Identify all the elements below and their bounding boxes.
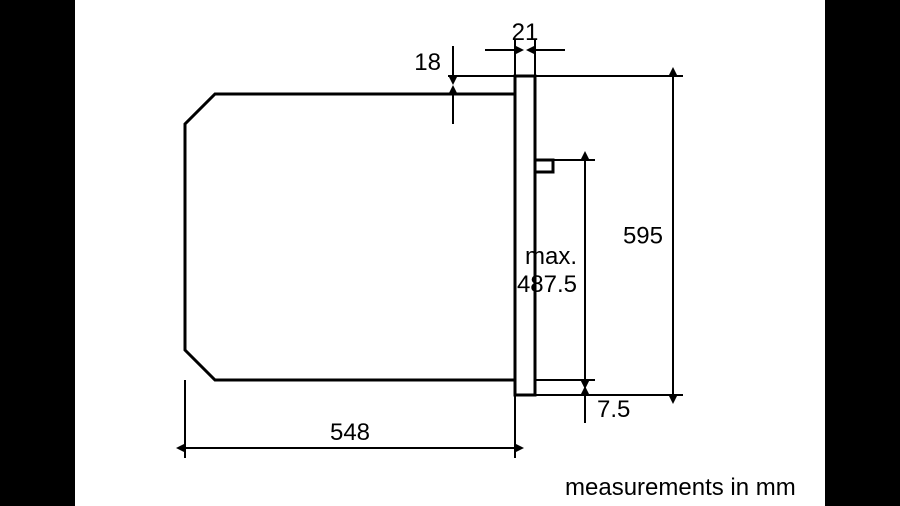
bracket-outline <box>535 160 553 172</box>
dim-text-7p5: 7.5 <box>597 396 630 423</box>
front-panel-outline <box>515 76 535 395</box>
dim-text-max-1: max. <box>525 243 577 270</box>
drawing-canvas: 548 21 18 595 max.487.5 7.5 measurements in mm <box>75 0 825 506</box>
dim-text-595: 595 <box>623 223 663 250</box>
dim-text-548: 548 <box>330 419 370 446</box>
units-caption: measurements in mm <box>565 474 796 501</box>
letterbox-right <box>825 0 900 506</box>
dim-text-21: 21 <box>512 19 539 46</box>
dim-text-18: 18 <box>414 49 441 76</box>
dim-text-max-2: 487.5 <box>517 271 577 298</box>
letterbox-left <box>0 0 75 506</box>
appliance-body-outline <box>185 94 515 380</box>
